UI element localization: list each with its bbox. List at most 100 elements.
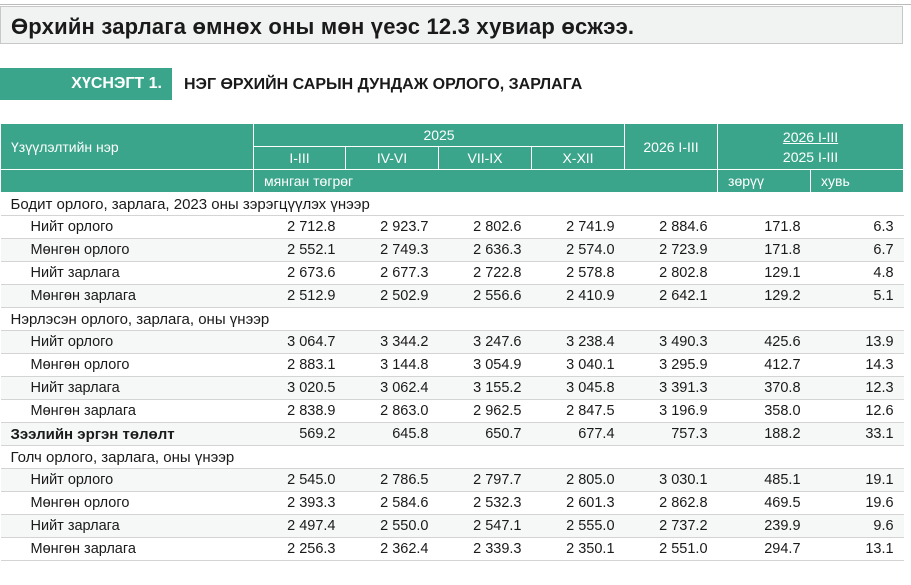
cell: 2 923.7 (345, 215, 439, 239)
section-row: Нэрлэсэн орлого, зарлага, оны үнээр (0, 307, 904, 331)
cell: 2 712.8 (253, 215, 346, 239)
row-label: Нийт орлого (0, 468, 254, 492)
cell: 2 547.1 (438, 514, 532, 538)
row-label: Нийт орлого (0, 330, 254, 354)
cell: 3 295.9 (624, 353, 718, 377)
cell: 3 344.2 (345, 330, 439, 354)
cell: 370.8 (717, 376, 811, 400)
head-quarter: IV-VI (345, 146, 439, 170)
row-label: Мөнгөн орлого (0, 353, 254, 377)
section-row: Бодит орлого, зарлага, 2023 оны зэрэгцүү… (0, 192, 904, 216)
cell: 6.3 (810, 215, 904, 239)
cell: 3 045.8 (531, 376, 625, 400)
cell: 2 884.6 (624, 215, 718, 239)
head-percent: хувь (810, 169, 905, 193)
table-head: Үзүүлэлтийн нэр 2025 2026 I-III 2026 I-I… (0, 123, 905, 193)
cell: 2 805.0 (531, 468, 625, 492)
cell: 3 391.3 (624, 376, 718, 400)
head-ratio: 2026 I-III 2025 I-III (717, 123, 905, 170)
head-row: I-III IV-VI VII-IX X-XII (1, 146, 904, 170)
cell: 9.6 (810, 514, 904, 538)
section-row: Голч орлого, зарлага, оны үнээр (0, 445, 904, 469)
section-title: Нэрлэсэн орлого, зарлага, оны үнээр (0, 307, 904, 331)
cell: 2 723.9 (624, 238, 718, 262)
title-bar: Өрхийн зарлага өмнөх оны мөн үеэс 12.3 х… (0, 6, 903, 44)
cell: 2 786.5 (345, 468, 439, 492)
row-label: Нийт зарлага (0, 376, 254, 400)
cell: 13.9 (810, 330, 904, 354)
cell: 2 883.1 (253, 353, 346, 377)
cell: 2 532.3 (438, 491, 532, 515)
cell: 2 350.1 (531, 537, 625, 561)
head-name: Үзүүлэлтийн нэр (0, 123, 254, 170)
table-row: Нийт орлого 2 712.8 2 923.7 2 802.6 2 741.9 2… (0, 215, 904, 239)
cell: 19.6 (810, 491, 904, 515)
row-label: Мөнгөн зарлага (0, 284, 254, 308)
table-row: Нийт орлого 2 545.0 2 786.5 2 797.7 2 805.0 3… (0, 468, 904, 492)
cell: 677.4 (531, 422, 625, 446)
cell: 3 054.9 (438, 353, 532, 377)
section-title: Бодит орлого, зарлага, 2023 оны зэрэгцүү… (0, 192, 904, 216)
section-title: Голч орлого, зарлага, оны үнээр (0, 445, 904, 469)
cell: 3 490.3 (624, 330, 718, 354)
cell: 6.7 (810, 238, 904, 262)
cell: 171.8 (717, 238, 811, 262)
head-row: мянган төгрөг зөрүү хувь (0, 169, 905, 193)
cell: 3 064.7 (253, 330, 346, 354)
cell: 2 410.9 (531, 284, 625, 308)
cell: 2 555.0 (531, 514, 625, 538)
cell: 2 256.3 (253, 537, 346, 561)
cell: 188.2 (717, 422, 811, 446)
cell: 2 863.0 (345, 399, 439, 423)
row-label: Мөнгөн орлого (0, 238, 254, 262)
cell: 2 339.3 (438, 537, 532, 561)
cell: 3 144.8 (345, 353, 439, 377)
cell: 2 737.2 (624, 514, 718, 538)
cell: 650.7 (438, 422, 532, 446)
cell: 2 802.8 (624, 261, 718, 285)
table-number: ХҮСНЭГТ 1. (0, 68, 172, 100)
row-label: Зээлийн эргэн төлөлт (0, 422, 254, 446)
row-label: Нийт зарлага (0, 261, 254, 285)
cell: 3 040.1 (531, 353, 625, 377)
cell: 2 741.9 (531, 215, 625, 239)
cell: 2 497.4 (253, 514, 346, 538)
cell: 5.1 (810, 284, 904, 308)
cell: 469.5 (717, 491, 811, 515)
table-row: Нийт зарлага 3 020.5 3 062.4 3 155.2 3 045.8… (0, 376, 904, 400)
cell: 2 642.1 (624, 284, 718, 308)
cell: 2 550.0 (345, 514, 439, 538)
table-row: Мөнгөн зарлага 2 838.9 2 863.0 2 962.5 2 847… (0, 399, 904, 423)
top-rule (0, 0, 911, 5)
page-title: Өрхийн зарлага өмнөх оны мөн үеэс 12.3 х… (11, 14, 635, 39)
table-row: Мөнгөн зарлага 2 512.9 2 502.9 2 556.6 2 410… (0, 284, 904, 308)
cell: 412.7 (717, 353, 811, 377)
cell: 14.3 (810, 353, 904, 377)
cell: 19.1 (810, 468, 904, 492)
table-row: Нийт зарлага 2 497.4 2 550.0 2 547.1 2 555.0… (0, 514, 904, 538)
cell: 2 502.9 (345, 284, 439, 308)
head-quarter: I-III (253, 146, 346, 170)
ratio-top: 2026 I-III (782, 128, 839, 145)
cell: 3 155.2 (438, 376, 532, 400)
cell: 129.2 (717, 284, 811, 308)
cell: 2 962.5 (438, 399, 532, 423)
table-row: Мөнгөн орлого 2 393.3 2 584.6 2 532.3 2 601.… (0, 491, 904, 515)
row-label: Нийт зарлага (0, 514, 254, 538)
cell: 2 797.7 (438, 468, 532, 492)
cell: 4.8 (810, 261, 904, 285)
ratio-bottom: 2025 I-III (782, 148, 839, 165)
cell: 2 551.0 (624, 537, 718, 561)
table-row: Мөнгөн орлого 2 552.1 2 749.3 2 636.3 2 574.… (0, 238, 904, 262)
row-label: Мөнгөн зарлага (0, 399, 254, 423)
head-row: Үзүүлэлтийн нэр 2025 2026 I-III 2026 I-I… (0, 123, 905, 170)
cell: 645.8 (345, 422, 439, 446)
table-row: Нийт орлого 3 064.7 3 344.2 3 247.6 3 238.4 3… (0, 330, 904, 354)
cell: 3 238.4 (531, 330, 625, 354)
table-row: Нийт зарлага 2 673.6 2 677.3 2 722.8 2 578.8… (0, 261, 904, 285)
cell: 569.2 (253, 422, 346, 446)
cell: 2 556.6 (438, 284, 532, 308)
table-body: Бодит орлого, зарлага, 2023 оны зэрэгцүү… (0, 192, 904, 561)
head-empty (0, 169, 254, 193)
